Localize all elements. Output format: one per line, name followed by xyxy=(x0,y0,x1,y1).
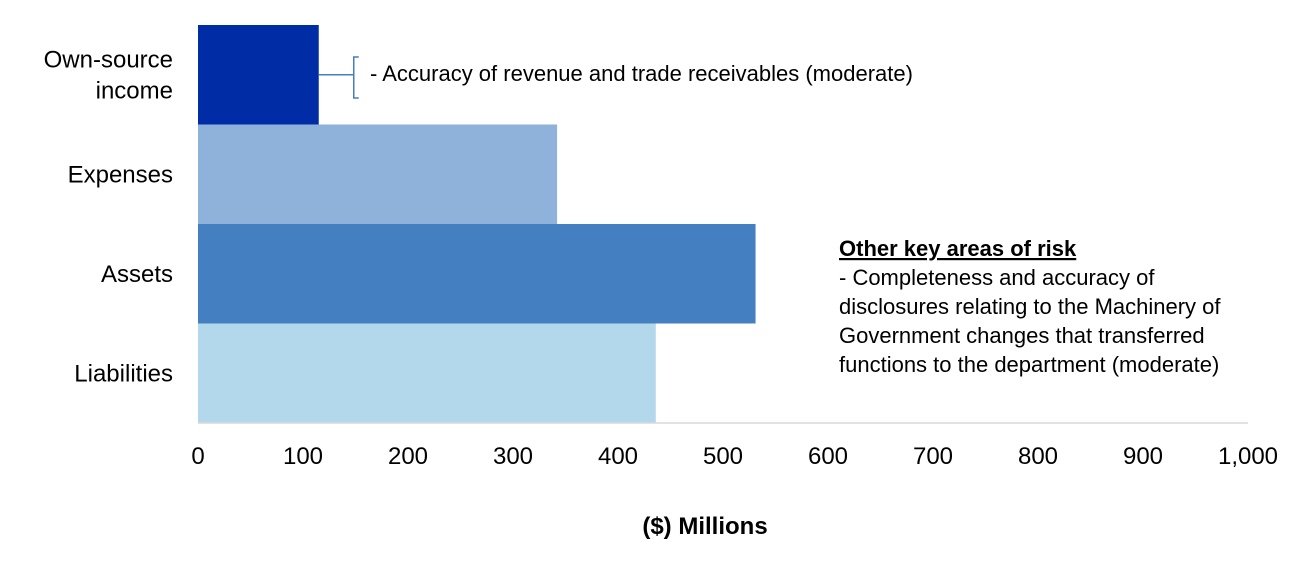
category-label: Assets xyxy=(101,261,173,288)
bars-group xyxy=(198,25,756,423)
x-tick-label: 1,000 xyxy=(1218,443,1278,470)
other-risk-line-4: functions to the department (moderate) xyxy=(839,352,1219,377)
other-risk-line-3: Government changes that transferred xyxy=(839,323,1205,348)
bar-own-source-income xyxy=(198,25,319,125)
x-tick-label: 400 xyxy=(598,443,638,470)
other-risk-line-1: - Completeness and accuracy of xyxy=(839,265,1155,290)
category-labels: Own-source income Expenses Assets Liabilitie… xyxy=(44,46,173,387)
x-tick-labels: 0 100 200 300 400 500 600 700 800 900 1,000 xyxy=(191,443,1278,470)
x-tick-label: 0 xyxy=(191,443,204,470)
x-axis-title: ($) Millions xyxy=(642,513,767,540)
category-label: Liabilities xyxy=(74,360,173,387)
bar-expenses xyxy=(198,124,558,224)
x-tick-label: 200 xyxy=(388,443,428,470)
category-label: Expenses xyxy=(68,161,173,188)
x-tick-label: 900 xyxy=(1123,443,1163,470)
bar-assets xyxy=(198,224,756,324)
category-label: income xyxy=(96,77,173,104)
bar-liabilities xyxy=(198,323,656,423)
annotation-bracket: - Accuracy of revenue and trade receivab… xyxy=(318,56,913,99)
bracket-shape xyxy=(318,56,359,99)
x-tick-label: 300 xyxy=(493,443,533,470)
x-tick-label: 700 xyxy=(913,443,953,470)
x-tick-label: 500 xyxy=(703,443,743,470)
other-risk-heading: Other key areas of risk xyxy=(839,236,1077,261)
x-tick-label: 100 xyxy=(283,443,323,470)
other-risk-line-2: disclosures relating to the Machinery of xyxy=(839,294,1221,319)
x-tick-label: 800 xyxy=(1018,443,1058,470)
x-tick-label: 600 xyxy=(808,443,848,470)
other-risk-annotation: Other key areas of risk - Completeness a… xyxy=(839,236,1221,377)
category-label: Own-source xyxy=(44,46,173,73)
bracket-annotation: - Accuracy of revenue and trade receivab… xyxy=(370,61,913,86)
